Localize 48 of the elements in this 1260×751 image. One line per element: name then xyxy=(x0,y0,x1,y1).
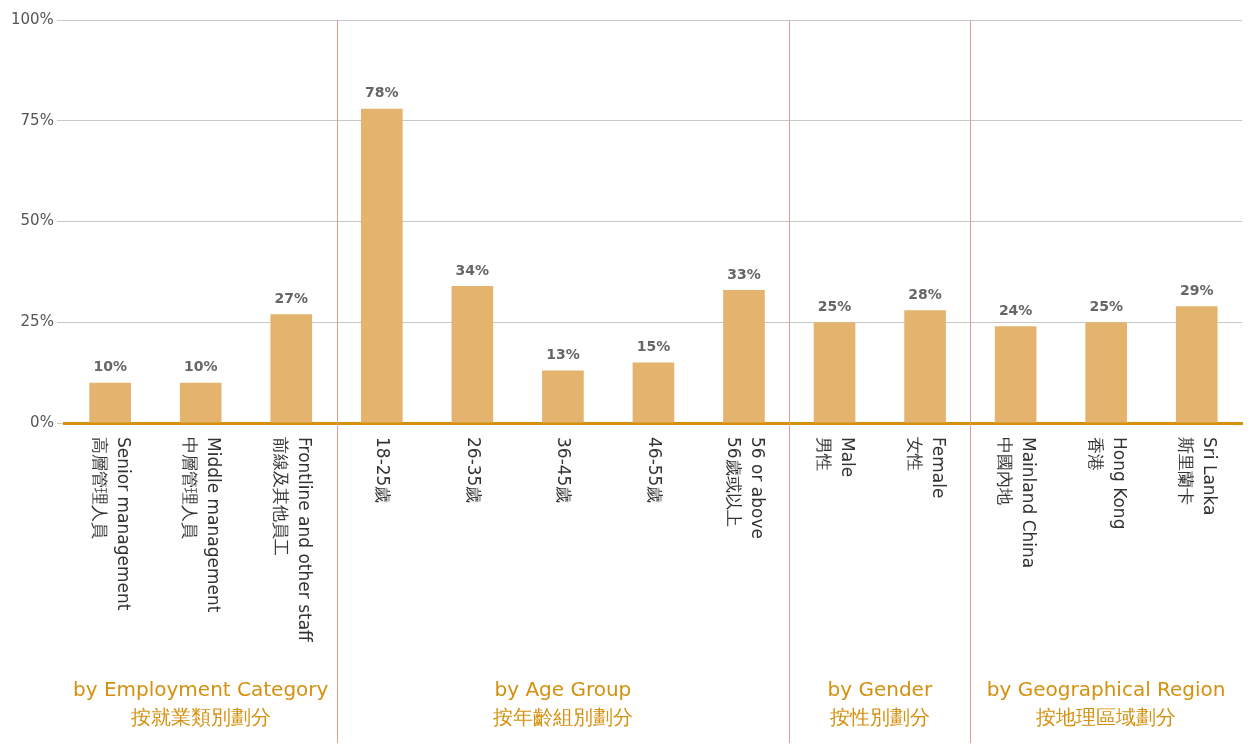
y-tick-label: 0% xyxy=(30,412,54,431)
bar xyxy=(179,382,222,423)
x-tick-label: 56 or above 56歲或以上 xyxy=(723,437,768,539)
x-tick-label: Middle management 中層管理人員 xyxy=(180,437,225,613)
text: by Gender 按性別劃分 xyxy=(827,677,933,730)
text: by Employment Category 按就業類別劃分 xyxy=(73,677,329,730)
x-tick-label: 46-55歲 xyxy=(645,437,666,504)
bar xyxy=(723,290,765,423)
x-tick-label: Sri Lanka 斯里蘭卡 xyxy=(1176,437,1221,516)
text: by Geographical Region 按地理區域劃分 xyxy=(986,677,1226,730)
y-tick-label: 50% xyxy=(20,211,54,230)
x-tick-label: Hong Kong 香港 xyxy=(1085,437,1130,530)
data-label: 27% xyxy=(274,289,309,306)
x-tick-label: 26-35歲 xyxy=(463,437,484,504)
data-label: 15% xyxy=(636,338,671,355)
bar xyxy=(360,108,403,423)
x-tick-label: 36-45歲 xyxy=(554,437,575,504)
bar xyxy=(813,322,856,423)
data-label: 13% xyxy=(546,346,580,363)
data-label: 24% xyxy=(998,301,1033,318)
bar xyxy=(1175,306,1218,423)
y-tick-label: 100% xyxy=(10,9,54,28)
y-tick-label: 75% xyxy=(20,110,54,129)
bar xyxy=(1085,322,1128,423)
x-tick-label: Female 女性 xyxy=(904,437,949,499)
bar xyxy=(270,314,313,423)
x-tick-label: Senior management 高層管理人員 xyxy=(89,437,134,611)
data-label: 25% xyxy=(1089,297,1123,314)
y-tick-label: 25% xyxy=(20,312,54,331)
x-tick-label: Mainland China 中國內地 xyxy=(995,437,1040,569)
data-label: 78% xyxy=(365,84,399,101)
data-label: 29% xyxy=(1179,281,1214,298)
text: by Age Group 按年齡組別劃分 xyxy=(492,677,633,730)
data-label: 34% xyxy=(455,261,490,278)
x-tick-label: Male 男性 xyxy=(814,437,859,478)
data-label: 33% xyxy=(727,265,761,282)
x-tick-label: Frontline and other staff 前線及其他員工 xyxy=(270,437,315,644)
data-label: 10% xyxy=(93,358,127,375)
x-tick-label: 18-25歲 xyxy=(373,437,394,504)
bar xyxy=(542,370,584,423)
bar xyxy=(632,362,675,423)
bar xyxy=(904,310,946,423)
data-label: 28% xyxy=(908,285,942,302)
bar xyxy=(89,382,131,423)
bar xyxy=(451,285,494,423)
bar xyxy=(994,326,1037,423)
data-label: 10% xyxy=(183,358,218,375)
data-label: 25% xyxy=(817,297,852,314)
